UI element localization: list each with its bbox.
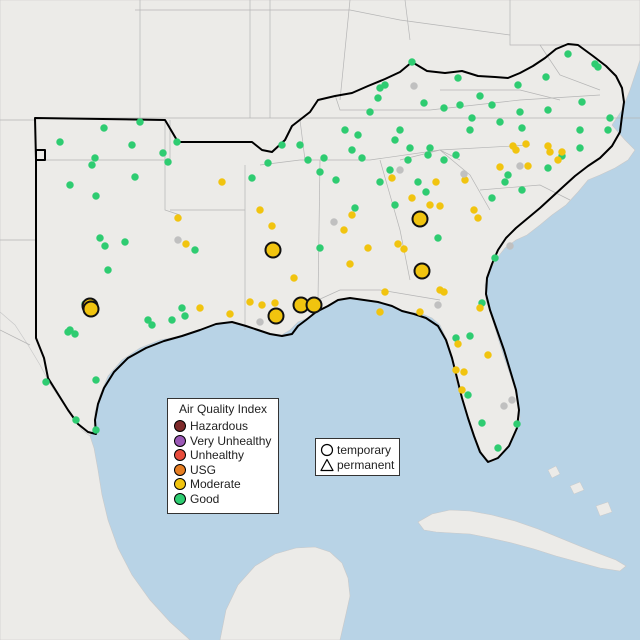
land-yucatan <box>219 546 351 640</box>
legend-swatch <box>174 463 186 476</box>
legend-temporary: temporary <box>320 442 395 457</box>
legend-item: Hazardous <box>174 419 272 434</box>
legend-item: Moderate <box>174 477 272 492</box>
legend-item-label: Unhealthy <box>190 448 245 463</box>
legend-item: Good <box>174 492 272 507</box>
legend-permanent-label: permanent <box>337 457 395 472</box>
legend-swatch <box>174 420 186 433</box>
markers-no-data <box>174 82 524 410</box>
aqi-legend: Air Quality Index Hazardous Very Unhealth… <box>167 398 279 514</box>
monitor-type-legend: temporary permanent <box>315 438 400 476</box>
legend-item-label: Good <box>190 491 220 506</box>
circle-icon <box>320 443 334 456</box>
legend-item-label: Hazardous <box>190 419 249 434</box>
legend-temporary-label: temporary <box>337 442 392 457</box>
legend-rows: Hazardous Very Unhealthy Unhealthy USG Moder… <box>174 419 272 506</box>
markers-temporary-moderate <box>81 210 431 325</box>
legend-item: USG <box>174 463 272 478</box>
legend-item: Very Unhealthy <box>174 434 272 449</box>
legend-swatch <box>174 478 186 491</box>
legend-item-label: Moderate <box>190 477 241 492</box>
legend-swatch <box>174 449 186 462</box>
legend-permanent: permanent <box>320 457 395 472</box>
markers-good <box>42 50 614 452</box>
legend-swatch <box>174 434 186 447</box>
region-outline <box>34 43 625 463</box>
legend-title: Air Quality Index <box>178 402 268 416</box>
land-cuba <box>417 509 627 572</box>
land-bahamas <box>547 465 613 517</box>
legend-swatch <box>174 492 186 505</box>
markers-moderate <box>174 140 566 394</box>
state-lines <box>0 0 640 346</box>
land-mexico <box>0 311 191 640</box>
legend-item: Unhealthy <box>174 448 272 463</box>
legend-item-label: Very Unhealthy <box>190 433 272 448</box>
triangle-icon <box>320 458 334 471</box>
land-mainland <box>0 0 640 463</box>
legend-item-label: USG <box>190 462 217 477</box>
